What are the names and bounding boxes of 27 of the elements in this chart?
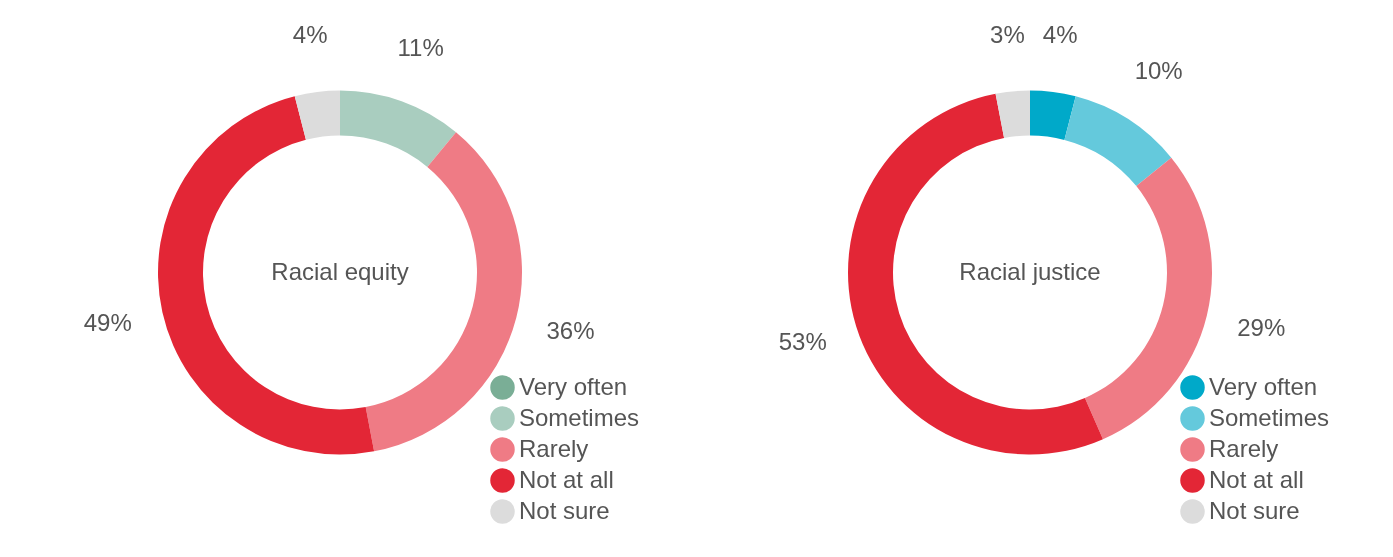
data-label: 4% [292, 21, 328, 49]
donut-slice [1064, 96, 1172, 187]
text: Racial justice [959, 257, 1101, 285]
legend-label: Sometimes [1209, 403, 1330, 431]
legend-label: Very often [1209, 372, 1318, 400]
donut-slice [995, 90, 1030, 138]
data-label: 53% [778, 328, 827, 356]
legend-label: Not at all [1209, 465, 1304, 493]
legend-label: Rarely [519, 434, 589, 462]
legend-label: Sometimes [519, 403, 640, 431]
data-label: 10% [1134, 57, 1183, 85]
data-label: 11% [397, 33, 444, 61]
donut-slice [294, 90, 340, 140]
legend-label: Not at all [519, 465, 614, 493]
legend-label: Not sure [519, 496, 610, 524]
legend-label: Rarely [1209, 434, 1279, 462]
legend-label: Very often [519, 372, 628, 400]
donut-slice [340, 90, 457, 167]
data-label: 29% [1237, 313, 1286, 341]
donut-slice [848, 93, 1103, 455]
data-label: 3% [990, 20, 1025, 48]
data-label: 36% [546, 316, 595, 344]
donut-slice [1030, 90, 1076, 140]
text: Racial equity [271, 257, 409, 285]
data-label: 4% [1042, 21, 1078, 49]
data-label: 49% [83, 309, 132, 337]
legend-label: Not sure [1209, 496, 1300, 524]
